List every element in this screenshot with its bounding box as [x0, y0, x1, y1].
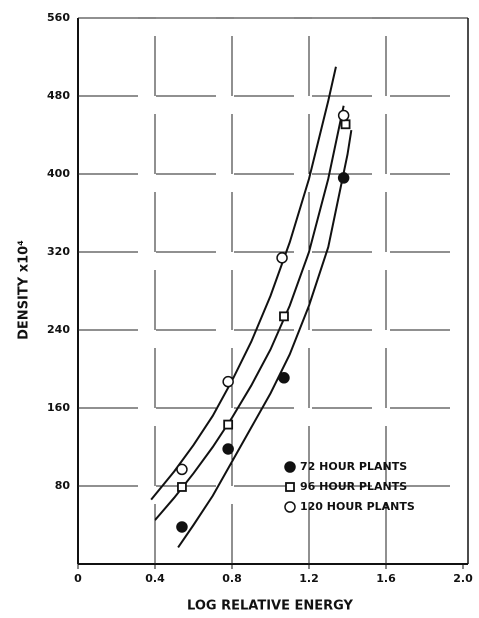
- x-tick-label: 0: [74, 572, 82, 585]
- marker-circle: [176, 463, 188, 476]
- legend-marker: [285, 482, 295, 492]
- legend-label: 96 HOUR PLANTS: [300, 480, 407, 493]
- x-tick-label: 1.2: [299, 572, 319, 585]
- y-axis-label: DENSITY x10⁴: [17, 240, 32, 340]
- x-tick-label: 0.8: [222, 572, 242, 585]
- marker-circle: [337, 172, 350, 184]
- x-tick-label: 0.4: [145, 572, 165, 585]
- marker-circle: [222, 375, 234, 388]
- x-tick-label: 2.0: [453, 572, 473, 585]
- legend-marker: [284, 461, 296, 473]
- legend-label: 72 HOUR PLANTS: [300, 460, 407, 473]
- y-tick-label: 240: [47, 323, 70, 336]
- y-tick-label: 160: [47, 401, 70, 414]
- y-tick-label: 560: [47, 11, 70, 24]
- marker-circle: [278, 372, 290, 384]
- legend-label: 120 HOUR PLANTS: [300, 500, 415, 513]
- marker-square: [223, 419, 234, 430]
- marker-circle: [176, 521, 188, 533]
- fit-curve: [177, 129, 353, 548]
- marker-circle: [337, 109, 350, 122]
- marker-square: [340, 119, 351, 130]
- fit-curve: [150, 66, 337, 501]
- y-tick-label: 80: [55, 479, 71, 492]
- marker-circle: [276, 252, 288, 264]
- marker-square: [279, 311, 289, 322]
- legend-marker: [284, 501, 296, 513]
- marker-square: [177, 482, 187, 492]
- x-tick-label: 1.6: [376, 572, 396, 585]
- fit-curve: [154, 105, 345, 521]
- y-tick-label: 400: [47, 167, 70, 180]
- y-tick-label: 480: [47, 89, 70, 102]
- y-tick-label: 320: [47, 245, 70, 258]
- x-axis-label: LOG RELATIVE ENERGY: [187, 599, 354, 614]
- marker-circle: [222, 443, 234, 455]
